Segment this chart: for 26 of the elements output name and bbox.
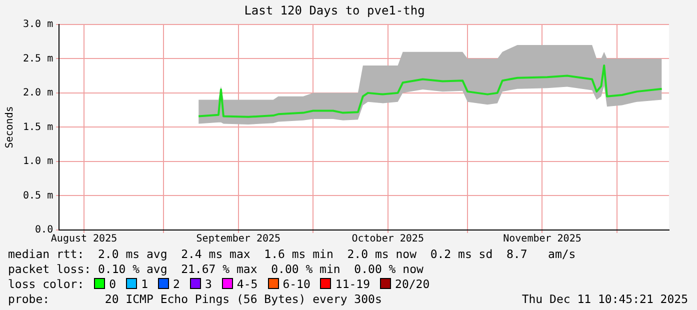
text: probe: 20 ICMP Echo Pings (56 Bytes) every 300s: [8, 292, 382, 306]
text: Thu Dec 11 10:45:21 2025: [522, 292, 688, 307]
x-tick-label: November 2025: [503, 234, 582, 245]
text: 0: [109, 277, 116, 291]
y-tick-label: 3.0 m: [22, 18, 54, 30]
text: 11-19: [335, 277, 370, 291]
text: 20/20: [395, 277, 430, 291]
y-axis-title: Seconds: [4, 106, 16, 148]
chart-title: Last 120 Days to pve1-thg: [244, 3, 425, 18]
y-tick-label: 1.0 m: [22, 156, 54, 168]
x-tick-label: October 2025: [352, 234, 424, 245]
x-tick-label: August 2025: [50, 234, 118, 245]
text: 4-5: [236, 277, 258, 291]
text: 3: [204, 277, 212, 291]
x-tick-label: September 2025: [196, 234, 281, 245]
y-tick-label: 0.0: [35, 224, 54, 236]
text: loss color:: [8, 277, 84, 291]
y-tick-label: 1.5 m: [22, 122, 54, 133]
text: packet loss: 0.10 % avg 21.67 % max 0.00 % min 0.00 % now: [8, 262, 424, 276]
text: 6-10: [282, 277, 310, 291]
y-tick-label: 2.0 m: [22, 88, 54, 99]
text: median rtt: 2.0 ms avg 2.4 ms max 1.6 ms min 2.0 ms now 0.2 ms sd 8.7 am/s: [8, 247, 576, 261]
text: 1: [141, 277, 148, 291]
y-tick-label: 0.5 m: [22, 190, 54, 202]
y-tick-label: 2.5 m: [22, 53, 54, 64]
text: 2: [173, 277, 180, 291]
